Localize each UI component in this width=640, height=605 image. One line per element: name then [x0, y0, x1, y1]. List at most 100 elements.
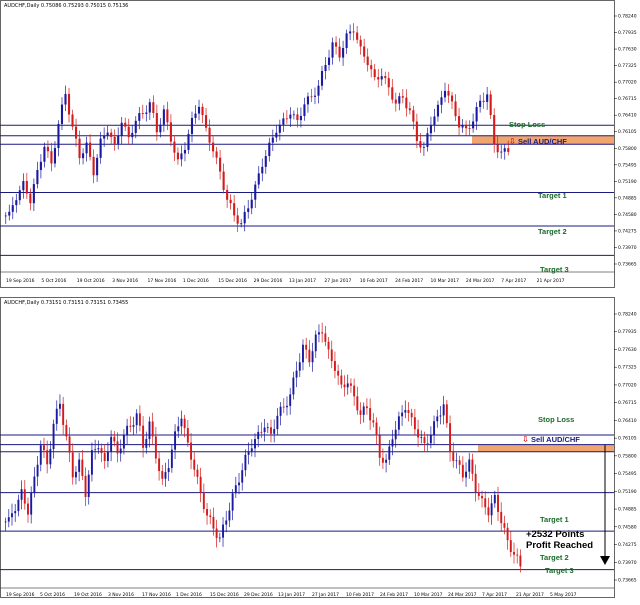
x-tick-label: 7 Apr 2017 — [482, 592, 507, 598]
candle-body — [500, 151, 503, 153]
price-axis: 0.78240 0.77935 0.77630 0.77325 0.77020 0.767… — [614, 312, 637, 584]
x-tick-label: 15 Dec 2016 — [210, 592, 239, 598]
profit-arrow — [600, 445, 610, 565]
candle-body — [292, 114, 295, 116]
candle-body — [442, 404, 445, 416]
y-tick-label: 0.76410 — [618, 113, 637, 119]
candle-body — [209, 515, 212, 517]
candle-body — [270, 427, 272, 434]
candle-body — [84, 475, 87, 497]
candle-body — [263, 427, 266, 433]
candle-body — [352, 31, 355, 33]
candle-body — [74, 126, 78, 139]
y-tick-label: 0.73970 — [618, 245, 637, 251]
candle-body — [201, 106, 204, 116]
x-tick-label: 10 Feb 2017 — [360, 278, 388, 284]
candle-body — [415, 121, 418, 142]
candle-body — [394, 429, 397, 440]
candle-body — [231, 493, 234, 511]
candle-body — [39, 445, 42, 465]
chart-header: AUDCHF,Daily 0.75086 0.75293 0.75015 0.7… — [4, 3, 128, 9]
price-axis: 0.78240 0.77935 0.77630 0.77325 0.77020 0.767… — [614, 14, 637, 268]
candle-body — [273, 429, 276, 434]
candle-body — [187, 133, 190, 150]
candle-body — [103, 453, 106, 462]
candle-body — [412, 110, 415, 122]
candle-body — [493, 115, 496, 145]
candle-body — [401, 96, 404, 98]
candle-body — [474, 473, 477, 493]
candle-body — [261, 166, 264, 174]
candle-body — [222, 171, 225, 190]
candle-body — [356, 396, 359, 411]
candle-body — [292, 377, 295, 395]
candle-body — [388, 446, 391, 460]
candle-body — [311, 351, 314, 363]
candle-body — [29, 193, 32, 204]
y-tick-label: 0.74885 — [618, 507, 637, 513]
candle-body — [378, 435, 381, 458]
candle-body — [271, 137, 274, 143]
candle-body — [183, 149, 187, 154]
candle-body — [276, 415, 279, 430]
level-labels: Stop Loss ⇩ Sell AUD/CHF Target 1 Target… — [509, 120, 569, 274]
candle-body — [25, 181, 28, 194]
candle-body — [345, 33, 348, 48]
x-tick-label: 10 Mar 2017 — [414, 592, 443, 598]
x-tick-label: 27 Jan 2017 — [312, 592, 339, 598]
candle-body — [302, 344, 304, 363]
x-tick-label: 24 Mar 2017 — [448, 592, 477, 598]
candle-body — [308, 349, 311, 363]
candle-body — [465, 125, 468, 129]
candle-body — [234, 485, 237, 494]
candle-body — [433, 421, 436, 436]
candle-body — [65, 424, 68, 437]
candle-body — [62, 403, 65, 425]
candle-body — [145, 112, 148, 114]
candle-body — [417, 429, 420, 438]
candle-body — [471, 459, 474, 474]
candle-body — [337, 370, 340, 376]
candle-body — [11, 513, 13, 518]
candle-body — [177, 426, 180, 432]
candle-body — [313, 95, 317, 97]
sell-zone — [472, 135, 614, 145]
candle-body — [87, 474, 90, 497]
candle-body — [254, 184, 257, 200]
candle-body — [327, 57, 331, 65]
x-tick-label: 24 Feb 2017 — [395, 278, 423, 284]
candle-body — [196, 469, 199, 477]
candle-body — [282, 118, 285, 125]
x-tick-label: 19 Oct 2016 — [77, 278, 105, 284]
candle-body — [340, 375, 343, 385]
y-tick-label: 0.78240 — [618, 312, 637, 318]
candle-body — [154, 436, 157, 459]
target3-label: Target 3 — [545, 566, 574, 575]
candle-body — [397, 416, 400, 430]
candle-body — [295, 370, 298, 378]
candle-body — [433, 116, 436, 125]
candle-body — [440, 97, 443, 105]
candle-body — [173, 141, 176, 153]
candle-body — [260, 431, 263, 433]
candle-body — [458, 460, 461, 465]
candle-body — [306, 96, 310, 105]
candle-body — [419, 141, 422, 148]
candle-body — [321, 332, 324, 334]
candle-body — [122, 434, 125, 449]
y-tick-label: 0.76410 — [618, 418, 637, 424]
x-tick-label: 1 Dec 2016 — [176, 592, 202, 598]
candle-body — [148, 102, 151, 113]
candle-body — [212, 516, 215, 529]
candle-body — [127, 126, 130, 138]
candle-body — [71, 452, 74, 478]
candle-body — [299, 115, 302, 121]
candle-body — [475, 107, 478, 122]
x-tick-label: 19 Sep 2016 — [6, 592, 35, 598]
profit-points: +2532 Points — [526, 529, 584, 540]
candle-body — [305, 344, 308, 350]
candle-body — [317, 332, 320, 335]
candle-body — [422, 146, 425, 148]
candle-body — [436, 416, 439, 422]
